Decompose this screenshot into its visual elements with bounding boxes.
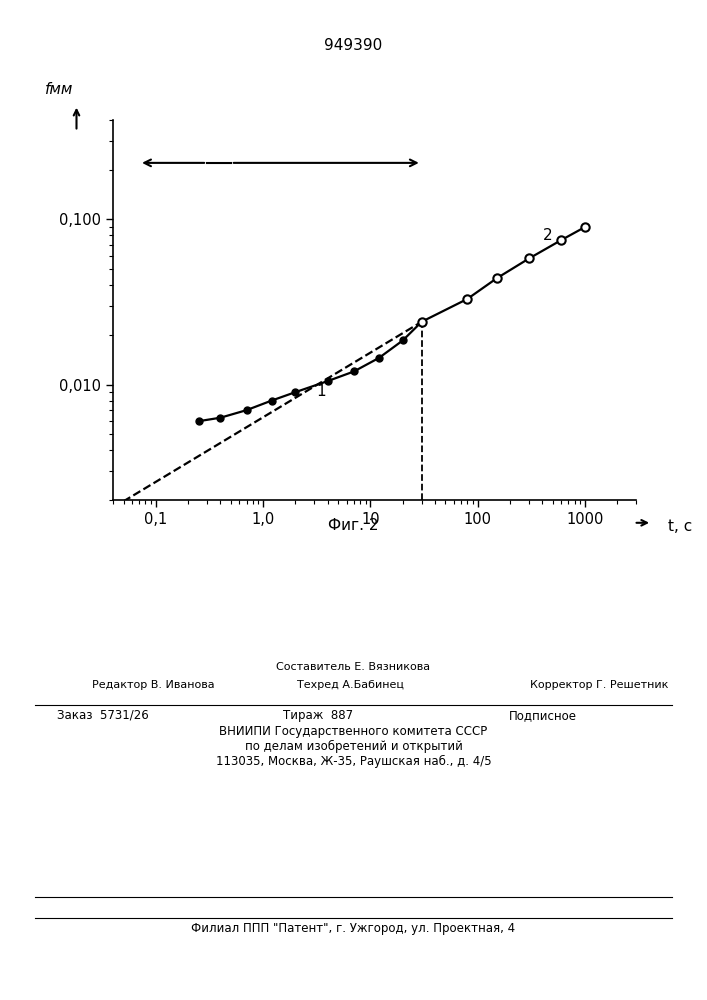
Text: Корректор Г. Решетник: Корректор Г. Решетник <box>530 680 669 690</box>
Text: Подписное: Подписное <box>509 709 577 722</box>
Text: Филиал ППП "Патент", г. Ужгород, ул. Проектная, 4: Филиал ППП "Патент", г. Ужгород, ул. Про… <box>192 922 515 935</box>
Text: ВНИИПИ Государственного комитета СССР: ВНИИПИ Государственного комитета СССР <box>219 725 488 738</box>
Text: Техред А.Бабинец: Техред А.Бабинец <box>297 680 404 690</box>
Text: 2: 2 <box>543 228 553 243</box>
Text: 113035, Москва, Ж-35, Раушская наб., д. 4/5: 113035, Москва, Ж-35, Раушская наб., д. … <box>216 755 491 768</box>
Text: 949390: 949390 <box>325 37 382 52</box>
Text: по делам изобретений и открытий: по делам изобретений и открытий <box>245 740 462 753</box>
Text: 1: 1 <box>317 384 327 399</box>
Text: Заказ  5731/26: Заказ 5731/26 <box>57 709 148 722</box>
Text: t, c: t, c <box>667 519 692 534</box>
Text: fмм: fмм <box>45 82 74 97</box>
Text: Фиг. 2: Фиг. 2 <box>328 518 379 532</box>
Text: Редактор В. Иванова: Редактор В. Иванова <box>92 680 214 690</box>
Text: Составитель Е. Вязникова: Составитель Е. Вязникова <box>276 662 431 672</box>
Text: Тираж  887: Тираж 887 <box>283 709 353 722</box>
